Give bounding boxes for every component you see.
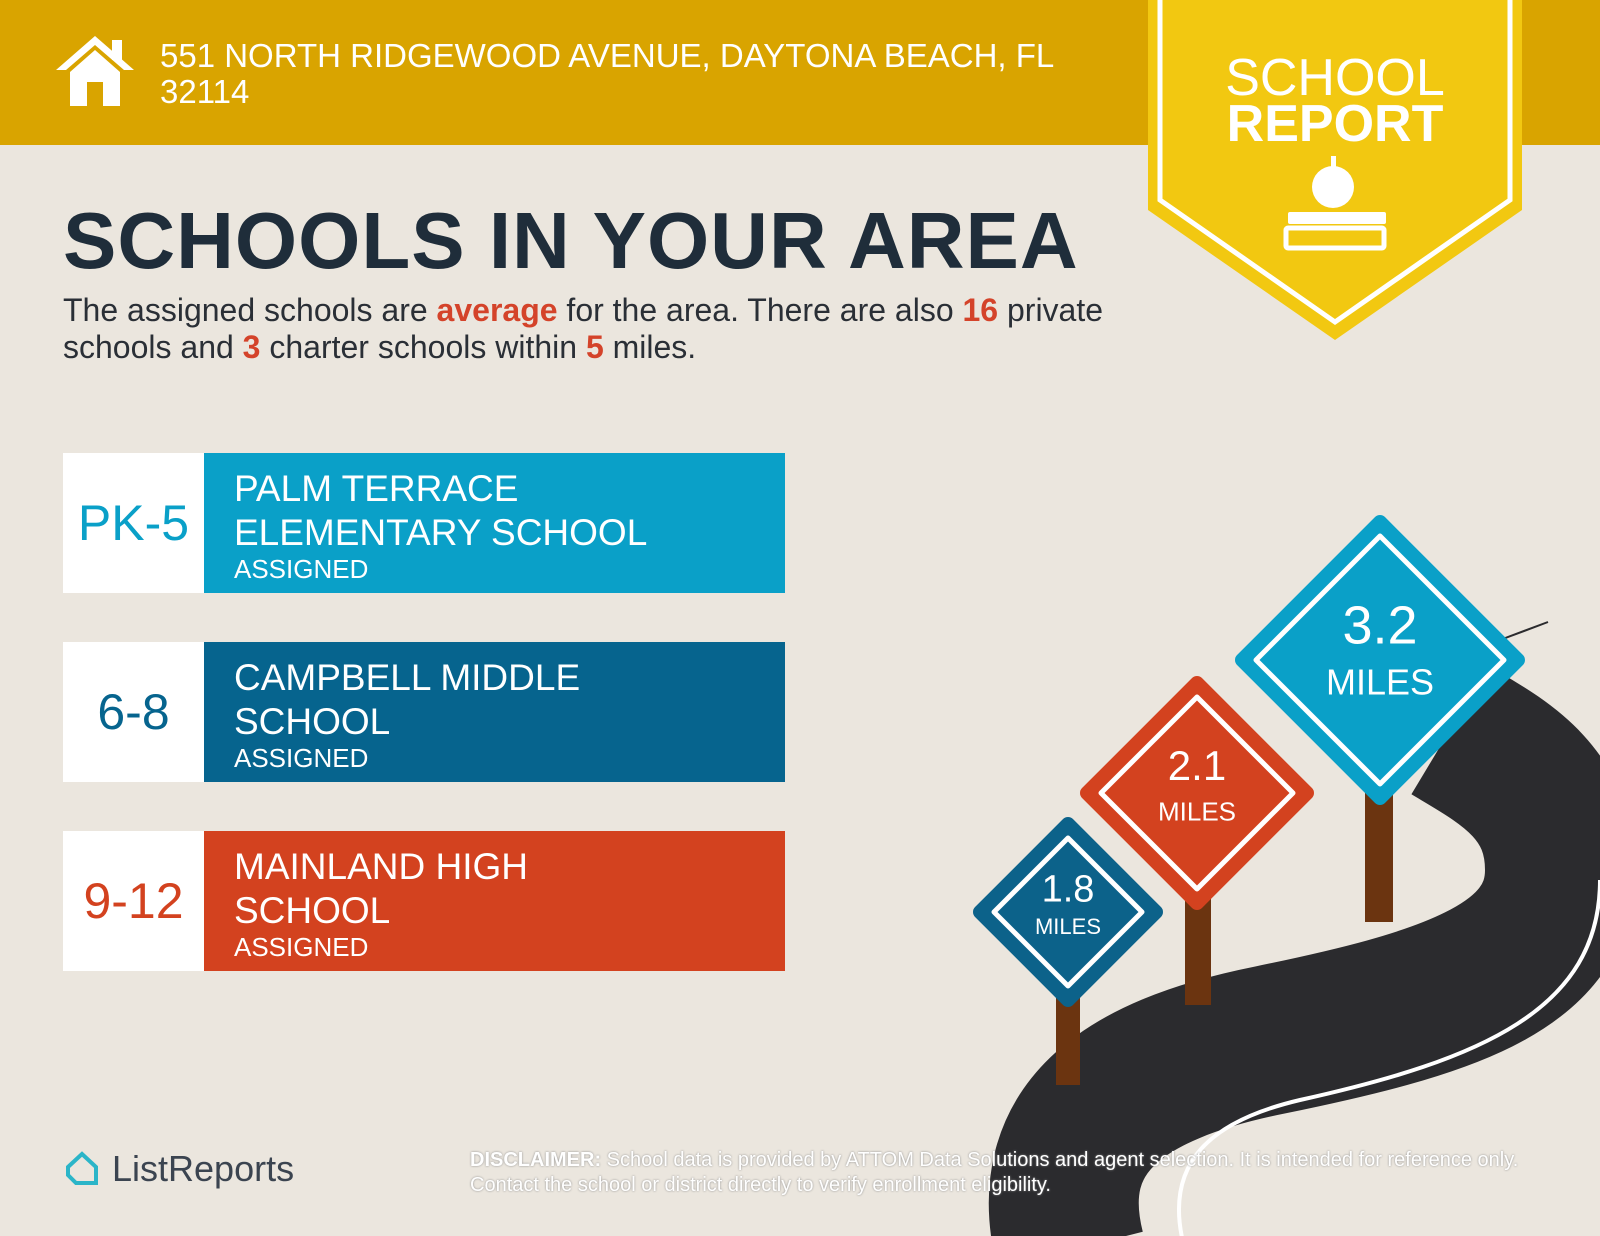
summary-text: miles.	[603, 329, 697, 365]
school-row: 6-8 CAMPBELL MIDDLE SCHOOL ASSIGNED	[63, 642, 785, 782]
school-row: 9-12 MAINLAND HIGH SCHOOL ASSIGNED	[63, 831, 785, 971]
house-icon	[56, 36, 134, 106]
sign-border	[991, 835, 1145, 989]
sign-border	[1098, 694, 1296, 892]
school-info: MAINLAND HIGH SCHOOL ASSIGNED	[204, 831, 785, 971]
sign-distance: 1.8	[1042, 868, 1095, 910]
sign-distance: 3.2	[1342, 595, 1417, 655]
summary-highlight: 3	[242, 329, 261, 365]
school-status: ASSIGNED	[234, 932, 369, 962]
badge-outline	[1157, 0, 1513, 326]
summary: The assigned schools are average for the…	[63, 292, 1123, 366]
school-info: CAMPBELL MIDDLE SCHOOL ASSIGNED	[204, 642, 785, 782]
sign-unit: MILES	[1035, 914, 1101, 939]
summary-text: for the area. There are also	[557, 292, 963, 328]
badge-text: SCHOOL REPORT	[1225, 49, 1445, 153]
grade: 6-8	[63, 642, 204, 782]
badge-line: SCHOOL	[1225, 49, 1445, 107]
address: 551 NORTH RIDGEWOOD AVENUE, DAYTONA BEAC…	[160, 37, 1054, 110]
school-row: PK-5 PALM TERRACE ELEMENTARY SCHOOL ASSIGN…	[63, 453, 785, 593]
school-status: ASSIGNED	[234, 743, 369, 773]
summary-text: charter schools within	[260, 329, 586, 365]
title: SCHOOLS IN YOUR AREA	[63, 196, 1079, 285]
sign-unit: MILES	[1326, 662, 1434, 703]
road-line	[1177, 879, 1600, 1236]
summary-text: The assigned schools are	[63, 292, 437, 328]
road	[988, 665, 1600, 1236]
summary-text: private schools and	[63, 292, 1104, 365]
sign	[1235, 515, 1525, 805]
disclaimer-text: School data is provided by ATTOM Data So…	[470, 1149, 1519, 1196]
summary-highlight: average	[436, 292, 558, 328]
sign-distance: 2.1	[1168, 742, 1226, 789]
school-info: PALM TERRACE ELEMENTARY SCHOOL ASSIGNED	[204, 453, 785, 593]
summary-highlight: 5	[585, 329, 604, 365]
disclaimer: DISCLAIMER: School data is provided by A…	[470, 1148, 1530, 1198]
disclaimer-label: DISCLAIMER:	[470, 1149, 602, 1171]
school-status: ASSIGNED	[234, 554, 369, 584]
grade: 9-12	[63, 831, 204, 971]
summary-highlight: 16	[962, 292, 999, 328]
sign-unit: MILES	[1158, 797, 1236, 827]
badge-line: REPORT	[1227, 95, 1444, 153]
road-edge	[1499, 621, 1549, 641]
logo-text: ListReports	[112, 1148, 295, 1189]
logo-icon	[66, 1151, 98, 1185]
school-name: CAMPBELL MIDDLE SCHOOL	[234, 657, 581, 742]
sign	[973, 817, 1163, 1007]
sign	[1080, 676, 1314, 910]
school-name: MAINLAND HIGH SCHOOL	[234, 846, 528, 931]
logo: ListReports	[62, 1148, 294, 1190]
school-name: PALM TERRACE ELEMENTARY SCHOOL	[234, 468, 648, 553]
sign-border	[1253, 533, 1507, 787]
grade: PK-5	[63, 453, 204, 593]
apple-books-icon	[1283, 156, 1387, 251]
